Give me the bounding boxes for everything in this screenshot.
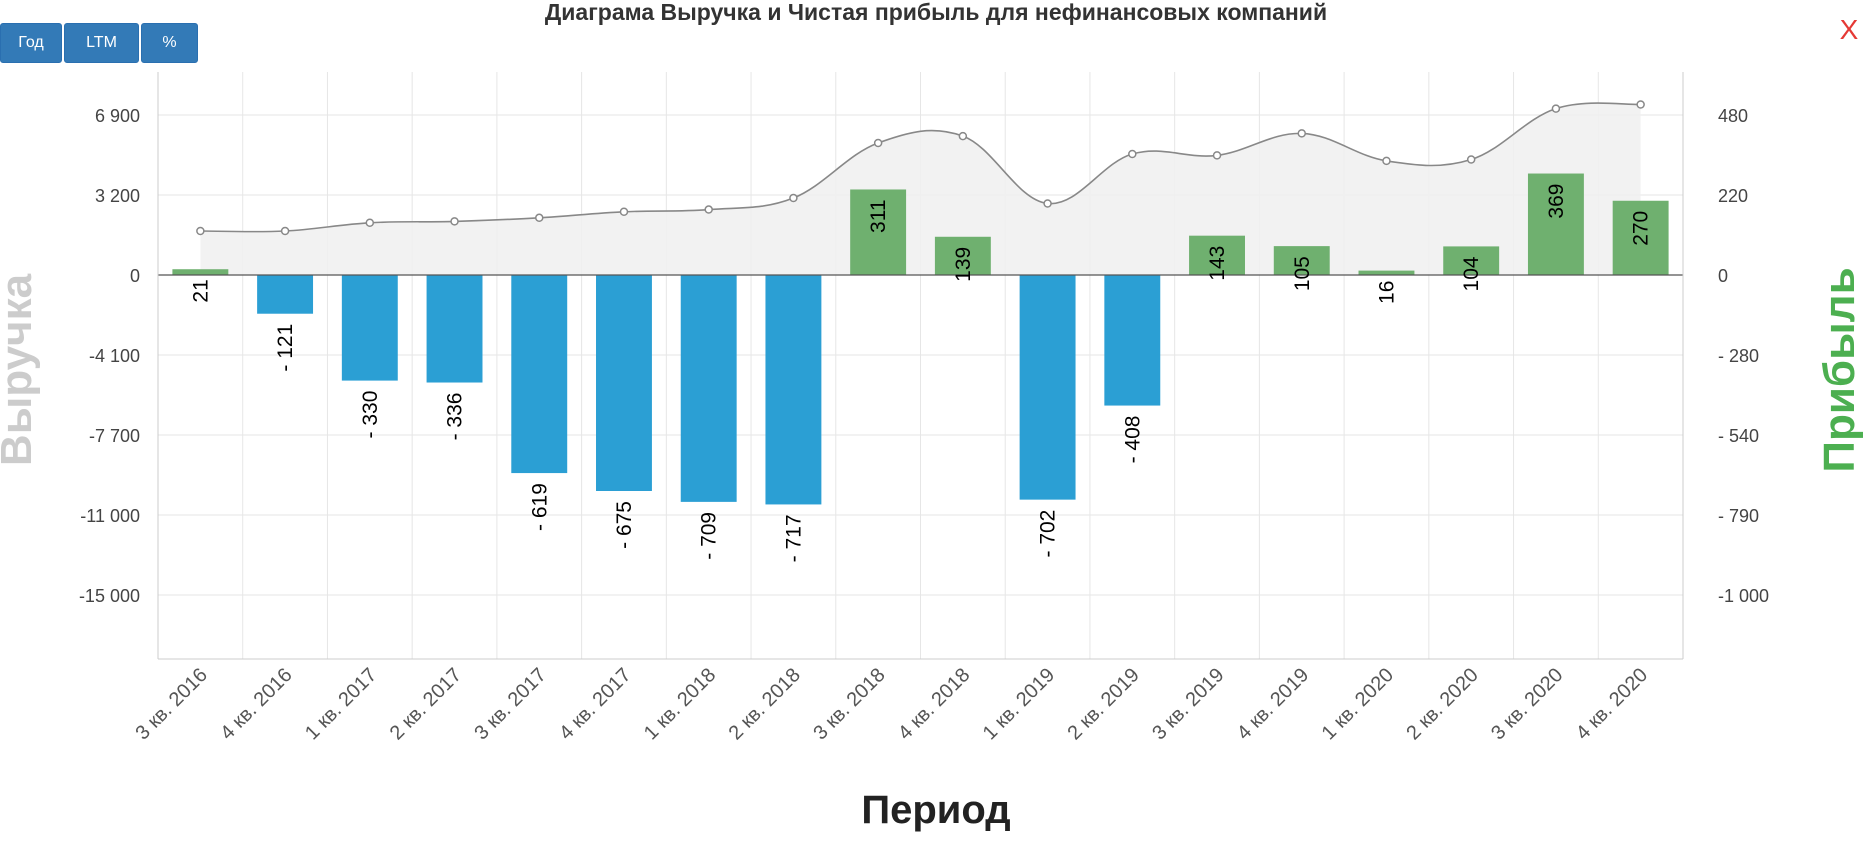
close-icon[interactable]: X: [1839, 14, 1859, 45]
line-point: [280, 226, 290, 236]
data-label: 270: [1630, 211, 1653, 246]
line-point: [704, 205, 713, 214]
bar: [1189, 235, 1245, 275]
category-label: 1 кв. 2019: [979, 664, 1059, 744]
right-tick-label: 220: [1718, 186, 1748, 206]
data-label: - 330: [359, 391, 382, 439]
bar: [1273, 246, 1330, 275]
bar: [426, 275, 483, 383]
line-point: [1466, 155, 1476, 164]
bar: [1019, 275, 1076, 500]
chart-title: Диаграма Выручка и Чистая прибыль для не…: [544, 0, 1328, 25]
data-label: - 709: [698, 512, 721, 560]
line-point: [1636, 100, 1645, 109]
bar: [1527, 173, 1584, 275]
category-label: 1 кв. 2017: [301, 664, 381, 744]
category-label: 1 кв. 2020: [1318, 664, 1398, 744]
data-label: - 619: [528, 483, 551, 531]
line-point: [958, 131, 968, 141]
year-button[interactable]: Год: [0, 23, 62, 63]
bar: [596, 275, 652, 491]
data-label: 105: [1291, 256, 1314, 291]
bar: [680, 275, 737, 502]
category-label: 3 кв. 2017: [470, 664, 550, 744]
data-label: 21: [189, 279, 212, 302]
ltm-button[interactable]: LTM: [64, 23, 139, 63]
line-point: [535, 213, 544, 223]
category-label: 3 кв. 2018: [809, 664, 889, 744]
right-tick-label: - 280: [1718, 346, 1759, 366]
bar: [257, 275, 314, 314]
line-point: [619, 207, 629, 216]
left-tick-label: -15 000: [79, 586, 140, 606]
right-tick-label: - 790: [1718, 506, 1759, 526]
series-area-fill: [200, 103, 1641, 275]
data-label: 143: [1206, 246, 1229, 281]
category-label: 3 кв. 2020: [1487, 664, 1567, 744]
bar: [934, 236, 991, 275]
line-point: [1043, 199, 1052, 208]
left-tick-label: 3 200: [95, 186, 140, 206]
category-label: 2 кв. 2017: [386, 664, 466, 744]
line-point: [789, 193, 798, 203]
category-label: 4 кв. 2016: [216, 664, 296, 744]
category-label: 2 кв. 2020: [1402, 664, 1482, 744]
category-label: 1 кв. 2018: [640, 664, 720, 744]
data-label: 16: [1375, 281, 1398, 304]
left-tick-label: -4 100: [89, 346, 140, 366]
category-label: 3 кв. 2016: [132, 664, 212, 744]
bar: [172, 269, 229, 275]
category-label: 4 кв. 2018: [894, 664, 974, 744]
bar: [850, 189, 907, 275]
right-tick-label: 0: [1718, 266, 1728, 286]
x-axis-title: Период: [861, 788, 1011, 832]
data-label: 104: [1460, 256, 1483, 291]
category-label: 2 кв. 2018: [725, 664, 805, 744]
bar: [341, 275, 398, 381]
period-toggle-group: Год LTM %: [0, 23, 200, 63]
bar: [511, 275, 568, 474]
bar: [1612, 200, 1669, 275]
line-point: [1212, 151, 1222, 160]
data-label: 311: [867, 199, 890, 232]
right-tick-label: 480: [1718, 106, 1748, 126]
data-label: - 702: [1037, 510, 1060, 558]
data-label: - 336: [444, 393, 467, 441]
category-label: 4 кв. 2019: [1233, 664, 1313, 744]
line-point: [450, 217, 459, 226]
bar: [1358, 270, 1415, 275]
bar: [765, 275, 822, 505]
left-tick-label: -7 700: [89, 426, 140, 446]
left-tick-label: -11 000: [80, 506, 140, 526]
data-label: 369: [1545, 184, 1568, 219]
data-label: - 408: [1121, 416, 1144, 464]
data-label: - 675: [613, 501, 636, 549]
bar: [1104, 275, 1161, 406]
percent-button[interactable]: %: [141, 23, 198, 63]
right-tick-label: -1 000: [1718, 586, 1769, 606]
line-point: [1297, 129, 1306, 138]
category-label: 3 кв. 2019: [1148, 664, 1228, 744]
category-label: 4 кв. 2017: [555, 664, 635, 744]
line-point: [365, 218, 375, 227]
data-label: - 121: [274, 324, 297, 372]
data-label: - 717: [782, 514, 805, 562]
right-tick-label: - 540: [1718, 426, 1759, 446]
category-label: 4 кв. 2020: [1572, 664, 1652, 744]
line-point: [1128, 149, 1137, 159]
line-point: [1551, 104, 1561, 113]
left-tick-label: 6 900: [95, 106, 140, 126]
data-label: 139: [952, 247, 975, 282]
left-tick-label: 0: [130, 266, 140, 286]
category-label: 2 кв. 2019: [1063, 664, 1143, 744]
line-point: [196, 226, 205, 236]
line-point: [1382, 156, 1391, 166]
line-point: [873, 138, 883, 148]
bar: [1443, 246, 1500, 275]
